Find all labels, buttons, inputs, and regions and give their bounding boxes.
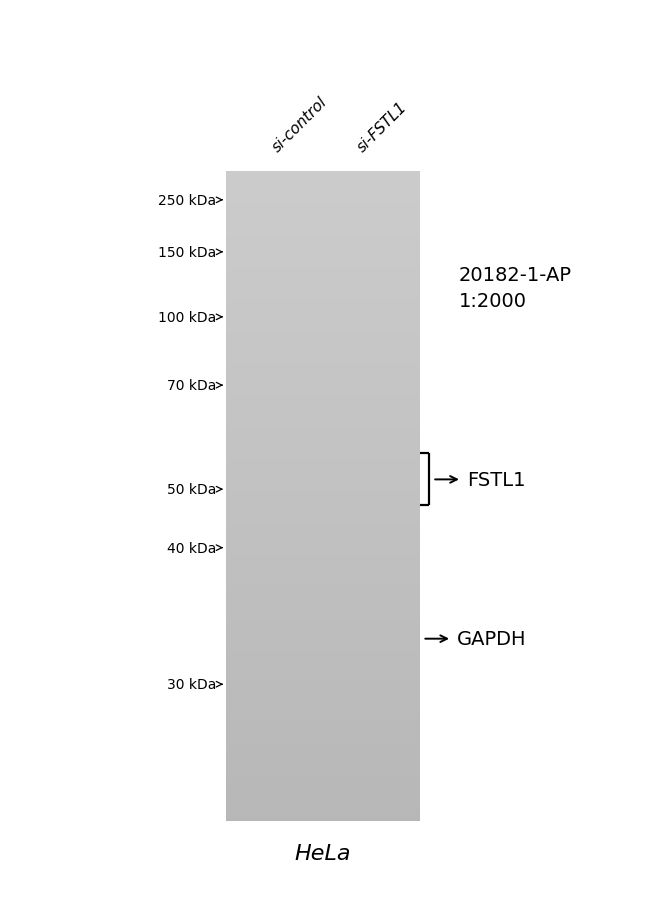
Ellipse shape [343, 489, 391, 498]
Text: GAPDH: GAPDH [457, 630, 527, 649]
Text: si-control: si-control [269, 95, 330, 155]
Text: 150 kDa: 150 kDa [158, 245, 222, 260]
Ellipse shape [340, 460, 394, 470]
Text: FSTL1: FSTL1 [467, 470, 525, 490]
Text: si-FSTL1: si-FSTL1 [354, 99, 410, 155]
Ellipse shape [245, 488, 311, 499]
Ellipse shape [240, 631, 317, 647]
Ellipse shape [244, 458, 313, 472]
Text: 100 kDa: 100 kDa [158, 310, 222, 325]
Text: WWW.PTGLAB.COM: WWW.PTGLAB.COM [269, 442, 279, 550]
Text: 70 kDa: 70 kDa [167, 379, 222, 392]
Text: 40 kDa: 40 kDa [167, 541, 222, 555]
Text: 30 kDa: 30 kDa [167, 677, 222, 692]
Text: 20182-1-AP
1:2000: 20182-1-AP 1:2000 [458, 265, 572, 311]
Text: 50 kDa: 50 kDa [167, 483, 222, 497]
Text: 250 kDa: 250 kDa [158, 194, 222, 207]
Ellipse shape [330, 631, 403, 646]
Text: HeLa: HeLa [294, 843, 351, 863]
Circle shape [242, 516, 249, 526]
